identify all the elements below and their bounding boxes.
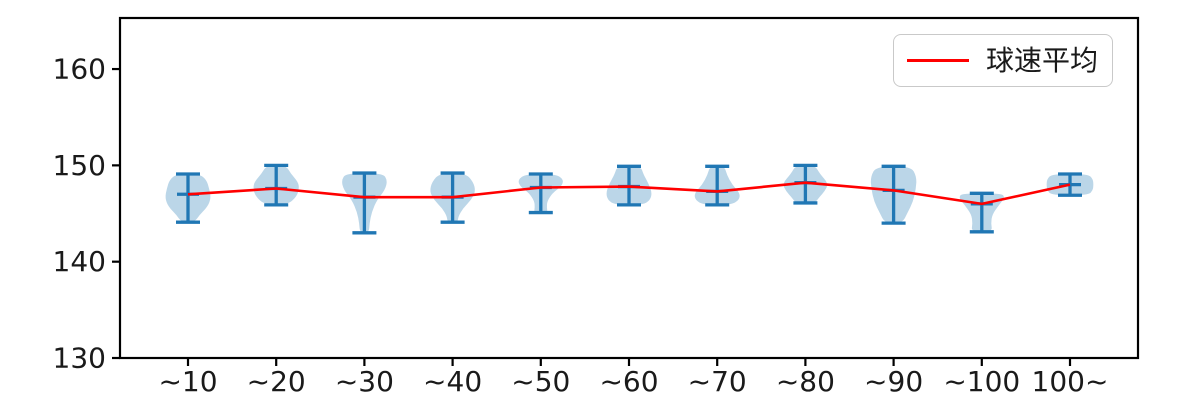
x-tick-label: ~90 <box>864 365 923 398</box>
y-tick-label: 150 <box>53 149 106 182</box>
mean-line-group <box>187 181 1071 206</box>
legend-label: 球速平均 <box>986 43 1099 77</box>
legend: 球速平均 <box>893 34 1113 87</box>
axes-group: 130 140 150 160 ~10 ~20 ~30 ~40 ~50 ~60 ~70 ~80 ~90 ~… <box>53 16 1140 398</box>
x-tick-label: ~60 <box>599 365 658 398</box>
y-tick-label: 160 <box>53 53 106 86</box>
legend-line-icon <box>907 59 969 62</box>
x-tick-label: ~10 <box>158 365 217 398</box>
x-tick-label: ~50 <box>511 365 570 398</box>
x-tick-label: ~40 <box>423 365 482 398</box>
mean-line <box>187 181 1071 206</box>
x-tick-label: ~100 <box>943 365 1020 398</box>
x-tick-label: ~70 <box>688 365 747 398</box>
y-tick-label: 130 <box>53 342 106 375</box>
y-tick-label: 140 <box>53 245 106 278</box>
x-tick-label: ~20 <box>247 365 306 398</box>
x-tick-label: ~30 <box>335 365 394 398</box>
x-tick-label: 100~ <box>1032 365 1109 398</box>
x-tick-label: ~80 <box>776 365 835 398</box>
